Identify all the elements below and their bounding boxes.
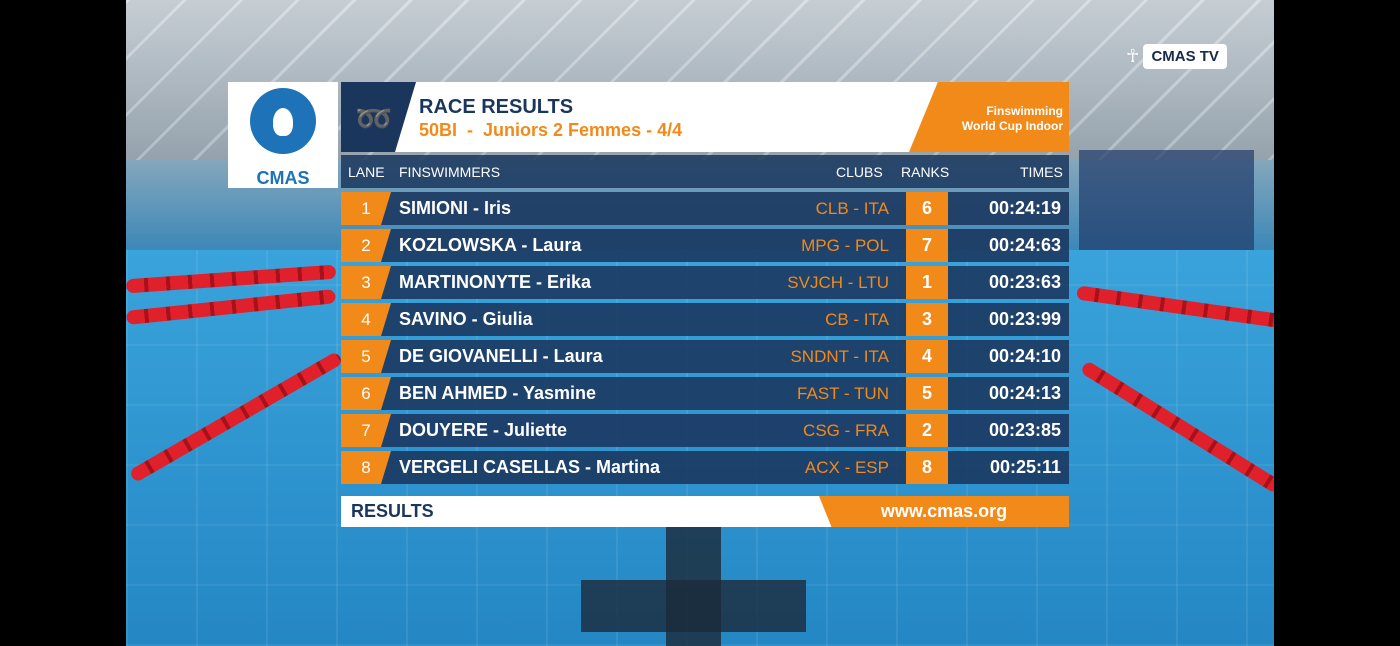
header-subtitle: 50BI - Juniors 2 Femmes - 4/4 [419, 120, 683, 140]
swimmer-name: BEN AHMED - Yasmine [399, 383, 597, 403]
club-code: SVJCH - LTU [787, 273, 889, 292]
lane-number: 8 [341, 451, 391, 484]
footer-url-panel [819, 496, 1069, 527]
cmas-tv-label: CMAS TV [1143, 43, 1227, 69]
col-ranks: RANKS [901, 164, 950, 180]
event-name: Finswimming World Cup Indoor [931, 104, 1063, 134]
club-code: CSG - FRA [803, 421, 889, 440]
logo-text: CMAS [256, 168, 310, 188]
rank-badge: 6 [906, 192, 948, 225]
col-clubs: CLUBS [836, 164, 883, 180]
swimmer-name: VERGELI CASELLAS - Martina [399, 457, 661, 477]
race-time: 00:23:85 [988, 420, 1061, 440]
col-times: TIMES [1020, 164, 1063, 180]
race-time: 00:25:11 [989, 457, 1061, 477]
col-lane: LANE [348, 164, 385, 180]
rank-badge: 8 [906, 451, 948, 484]
race-time: 00:24:10 [988, 346, 1061, 366]
race-time: 00:23:63 [988, 272, 1061, 292]
lane-number: 6 [341, 377, 391, 410]
club-code: MPG - POL [801, 236, 889, 255]
club-code: SNDNT - ITA [790, 347, 889, 366]
swimmer-name: SAVINO - Giulia [399, 309, 533, 329]
club-code: FAST - TUN [797, 384, 889, 403]
table-row: 7 DOUYERE - Juliette CSG - FRA 2 00:23:85 [341, 414, 1069, 447]
race-time: 00:24:13 [988, 383, 1061, 403]
table-row: 5 DE GIOVANELLI - Laura SNDNT - ITA 4 00:24:… [341, 340, 1069, 373]
lane-number: 3 [341, 266, 391, 299]
swimmer-name: KOZLOWSKA - Laura [399, 235, 582, 255]
swimmer-name: SIMIONI - Iris [399, 198, 512, 218]
mermaid-emblem-icon [250, 88, 316, 154]
table-row: 2 KOZLOWSKA - Laura MPG - POL 7 00:24:63 [341, 229, 1069, 262]
lane-number: 7 [341, 414, 391, 447]
event-line-1: Finswimming [986, 104, 1063, 118]
rank-badge: 2 [906, 414, 948, 447]
table-row: 1 SIMIONI - Iris CLB - ITA 6 00:24:19 [341, 192, 1069, 225]
race-time: 00:24:19 [988, 198, 1061, 218]
table-row: 8 VERGELI CASELLAS - Martina ACX - ESP 8 00:… [341, 451, 1069, 484]
event-panel [909, 82, 1069, 152]
finswimmer-icon: ➿ [355, 103, 393, 136]
pool-floor-marking [581, 580, 806, 632]
results-table: LANE FINSWIMMERS CLUBS RANKS TIMES 1 SIMI… [341, 155, 1069, 484]
lane-number: 2 [341, 229, 391, 262]
event-line-2: World Cup Indoor [961, 119, 1063, 133]
race-time: 00:23:99 [988, 309, 1061, 329]
rank-badge: 5 [906, 377, 948, 410]
col-swimmers: FINSWIMMERS [399, 164, 501, 180]
club-code: ACX - ESP [804, 458, 889, 477]
cmas-tv-logo: ☥ CMAS TV [1126, 42, 1227, 70]
header-title: RACE RESULTS [419, 96, 574, 118]
results-header: ➿ RACE RESULTS 50BI - Juniors 2 Femmes -… [341, 82, 1069, 152]
rank-badge: 4 [906, 340, 948, 373]
trident-icon: ☥ [1126, 45, 1140, 66]
swimmer-name: DE GIOVANELLI - Laura [399, 346, 603, 366]
club-code: CB - ITA [825, 310, 889, 329]
lane-number: 1 [341, 192, 391, 225]
lane-number: 4 [341, 303, 391, 336]
results-footer: RESULTS www.cmas.org [341, 496, 1069, 527]
table-row: 3 MARTINONYTE - Erika SVJCH - LTU 1 00:23:63 [341, 266, 1069, 299]
cmas-logo: CMAS [228, 82, 338, 188]
footer-url: www.cmas.org [880, 501, 1008, 521]
footer-label: RESULTS [351, 501, 434, 521]
lane-number: 5 [341, 340, 391, 373]
club-code: CLB - ITA [815, 199, 889, 218]
race-time: 00:24:63 [988, 235, 1061, 255]
rank-badge: 7 [906, 229, 948, 262]
rank-badge: 1 [906, 266, 948, 299]
table-row: 6 BEN AHMED - Yasmine FAST - TUN 5 00:24:13 [341, 377, 1069, 410]
arena-banner [1079, 150, 1254, 260]
table-row: 4 SAVINO - Giulia CB - ITA 3 00:23:99 [341, 303, 1069, 336]
swimmer-name: DOUYERE - Juliette [399, 420, 568, 440]
rank-badge: 3 [906, 303, 948, 336]
table-header: LANE FINSWIMMERS CLUBS RANKS TIMES [341, 155, 1069, 188]
swimmer-name: MARTINONYTE - Erika [399, 272, 592, 292]
